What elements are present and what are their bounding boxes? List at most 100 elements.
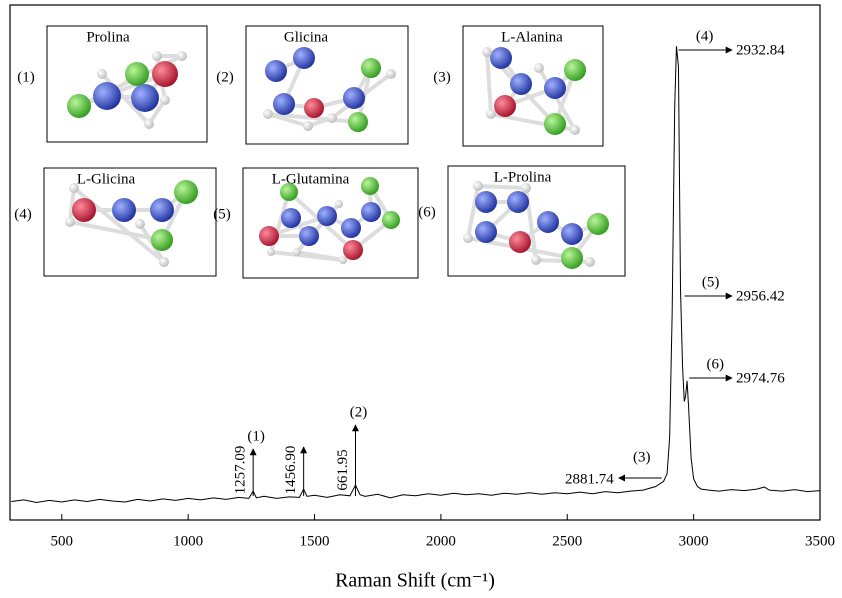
atom [564,59,586,81]
atom [494,95,516,117]
inset-box [462,25,604,147]
atom [510,73,532,95]
atom [159,257,169,267]
annotation-tag: (1) [247,428,265,444]
bond [68,187,76,223]
atom [585,257,595,267]
annotation-label: 1257.09 [233,446,249,495]
atom [69,183,79,193]
atom [570,125,580,135]
inset-tag: (4) [14,206,32,222]
atom [152,51,162,61]
atom [151,229,173,251]
atom [112,198,136,222]
inset-title: L-Glicina [77,171,136,187]
atom [486,109,496,119]
x-axis-label: Raman Shift (cm⁻¹) [335,570,495,592]
atom [382,211,400,229]
atom [303,121,313,131]
atom [361,58,381,78]
annotation-label: 2956.42 [736,288,785,304]
atom [131,84,159,112]
atom [339,256,347,264]
atom [135,219,145,229]
atom [280,183,298,201]
atom [507,191,529,213]
annotation-label: 2932.84 [736,42,785,58]
atom [361,202,381,222]
atom [509,231,531,253]
atom [343,240,363,260]
atom [125,62,149,86]
atom [386,69,396,79]
atom [475,191,497,213]
atom [348,112,368,132]
atom [177,51,187,61]
atom [534,63,544,73]
annotation-tag: (6) [707,356,725,372]
inset-title: L-Alanina [501,29,563,45]
bond [466,185,480,239]
annotation-label: 2881.74 [565,471,614,487]
atom [544,77,566,99]
atom [482,47,492,57]
annotation-label: 1456.90 [283,446,299,495]
atom [174,180,198,204]
atom [67,94,91,118]
atom [475,221,497,243]
atom [361,177,379,195]
x-tick-label: 1500 [300,533,330,549]
inset-tag: (1) [17,69,35,85]
plot-frame [9,4,821,521]
atom [521,183,531,193]
atom [97,69,107,79]
atom [144,119,154,129]
bond [267,112,359,124]
atom [267,248,275,256]
atom [160,95,170,105]
bond [537,66,577,132]
annotation-tag: (4) [696,28,714,44]
x-tick-label: 3000 [679,533,709,549]
atom [561,247,583,269]
atom [273,93,295,115]
atom [65,217,75,227]
x-tick-label: 2500 [552,533,582,549]
inset-title: Prolina [86,29,130,45]
annotation-tag: (3) [633,449,651,465]
x-tick-label: 2000 [426,533,456,549]
atom [335,200,343,208]
atom [281,208,301,228]
annotation-tag: (2) [350,404,368,420]
atom [93,82,121,110]
inset-box [245,25,409,145]
x-tick-label: 3500 [805,533,835,549]
inset-tag: (6) [418,204,436,220]
atom [490,47,512,69]
atom [544,113,566,135]
bond [477,184,527,190]
x-tick-label: 1000 [173,533,203,549]
atom [531,255,541,265]
bond [485,51,493,115]
annotation-label: 661.95 [335,449,351,490]
annotation-tag: (5) [702,274,720,290]
atom [327,113,337,123]
atom [343,87,365,109]
x-tick-label: 500 [51,533,74,549]
atom [463,233,473,243]
atom [561,223,583,245]
inset-tag: (2) [216,69,234,85]
atom [537,211,559,233]
atom [263,109,273,119]
atom [152,61,178,87]
inset-tag: (3) [433,69,451,85]
atom [587,213,609,235]
bond [296,250,344,262]
annotation-label: 2974.76 [736,370,785,386]
bond [267,112,309,128]
inset-title: Glicina [284,29,328,45]
atom [265,60,287,82]
atom [72,198,96,222]
